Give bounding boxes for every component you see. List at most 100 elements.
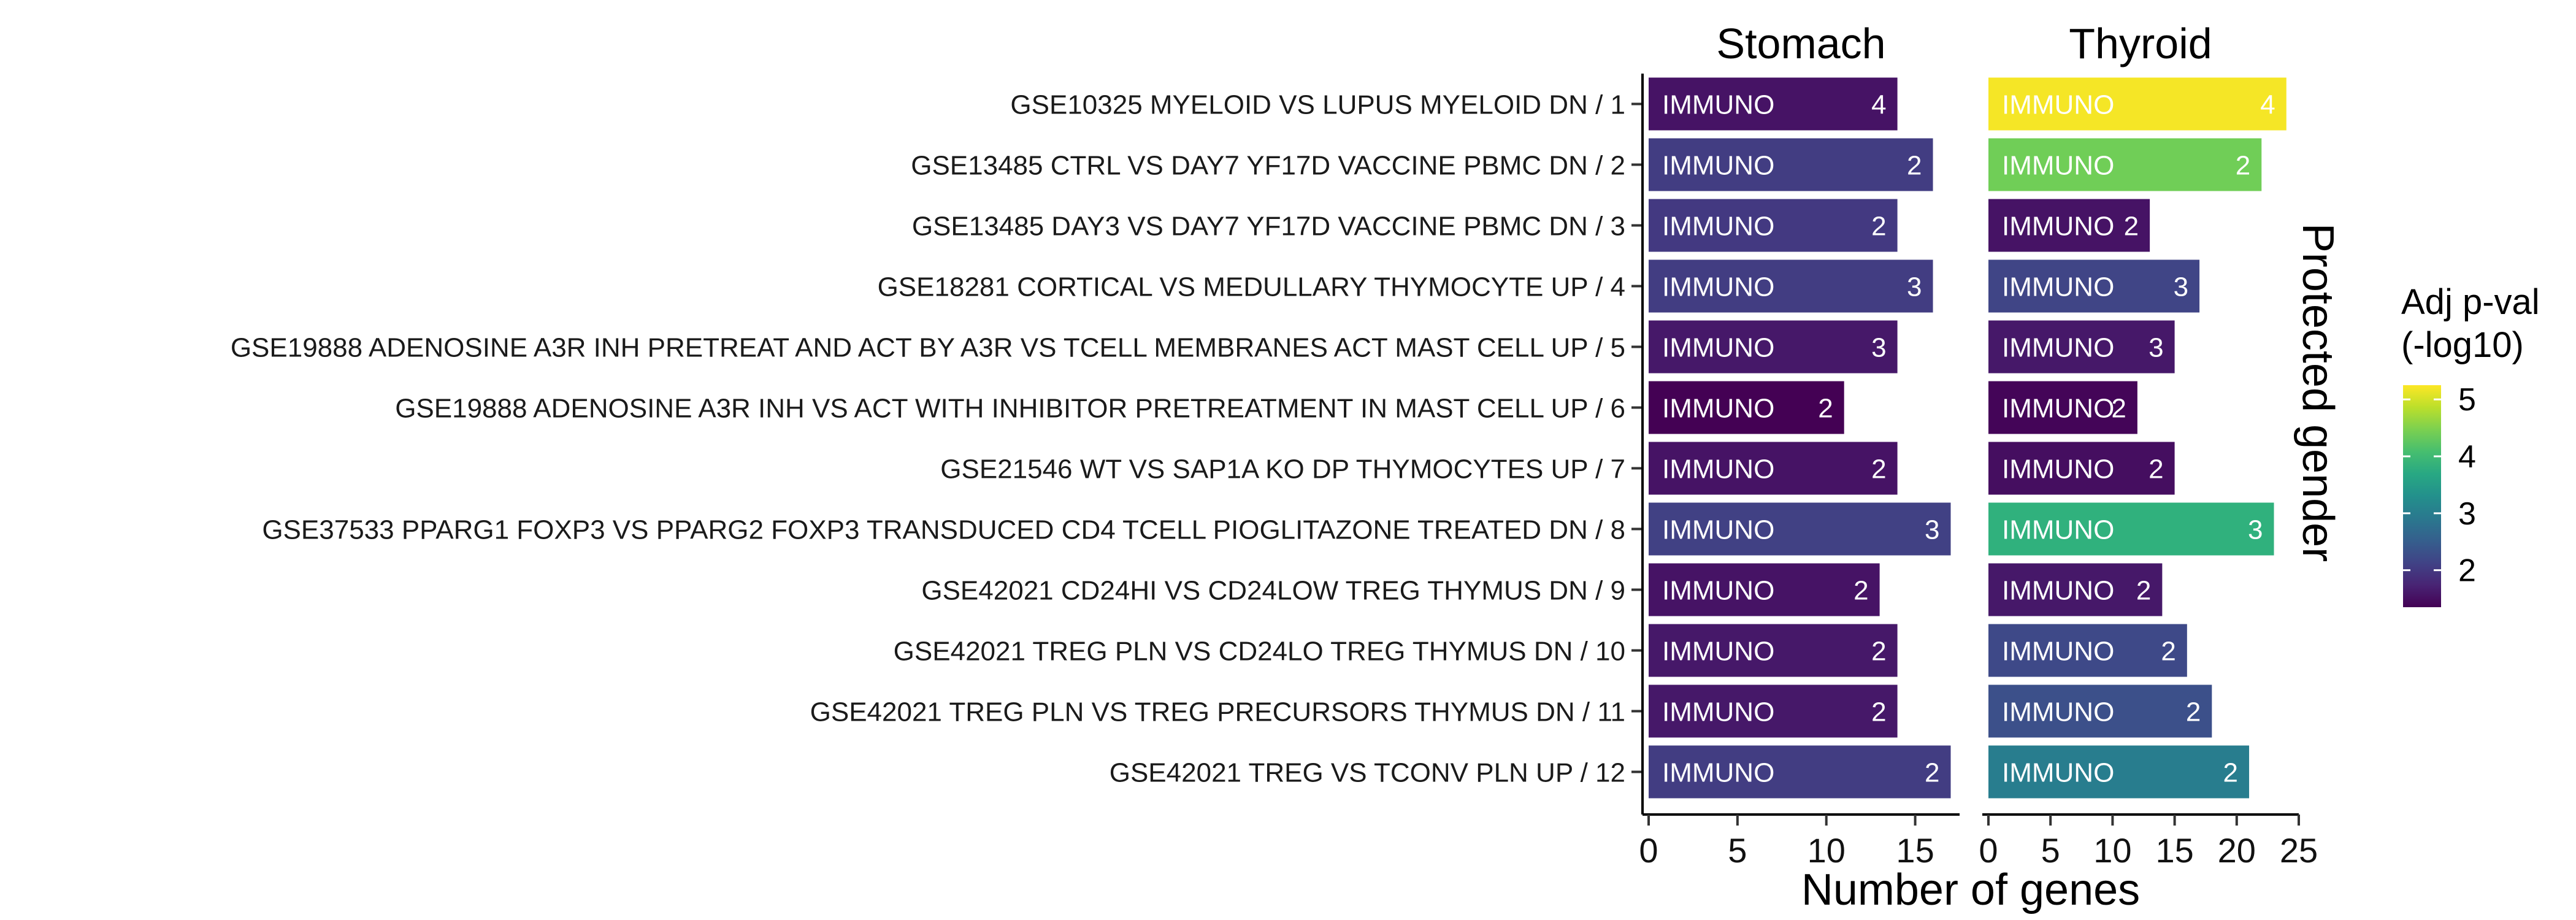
- bar-category-label: IMMUNO: [1662, 454, 1774, 485]
- bar: [1649, 745, 1951, 799]
- bar-value-label: 2: [1818, 394, 1833, 424]
- bar-category-label: IMMUNO: [1662, 637, 1774, 667]
- category-label: GSE42021 TREG PLN VS TREG PRECURSORS THY…: [810, 697, 1625, 727]
- x-tick-label: 10: [2093, 831, 2131, 870]
- bar-value-label: 2: [2186, 697, 2201, 727]
- bar-category-label: IMMUNO: [2002, 90, 2114, 120]
- bar-value-label: 2: [1871, 212, 1886, 242]
- bar-category-label: IMMUNO: [2002, 333, 2114, 363]
- bar-category-label: IMMUNO: [2002, 697, 2114, 727]
- x-tick-label: 5: [1728, 831, 1747, 870]
- bar-value-label: 2: [1925, 758, 1939, 788]
- bar: [1649, 259, 1933, 313]
- bar: [1988, 320, 2175, 374]
- category-label: GSE42021 TREG PLN VS CD24LO TREG THYMUS …: [894, 637, 1625, 667]
- bar-value-label: 2: [1853, 576, 1868, 606]
- x-tick-label: 15: [2155, 831, 2193, 870]
- category-label: GSE19888 ADENOSINE A3R INH PRETREAT AND …: [231, 333, 1625, 363]
- category-label: GSE21546 WT VS SAP1A KO DP THYMOCYTES UP…: [940, 454, 1625, 485]
- bar: [1649, 502, 1951, 556]
- legend-title: Adj p-val: [2401, 282, 2540, 322]
- bar: [1649, 77, 1898, 131]
- x-tick-label: 0: [1639, 831, 1658, 870]
- bar-value-label: 2: [1871, 697, 1886, 727]
- x-tick-label: 20: [2218, 831, 2256, 870]
- bar-value-label: 4: [2260, 90, 2275, 120]
- bar-category-label: IMMUNO: [2002, 212, 2114, 242]
- bar-value-label: 3: [1907, 272, 1922, 302]
- bar-category-label: IMMUNO: [1662, 333, 1774, 363]
- legend-title: (-log10): [2401, 325, 2524, 365]
- bar-category-label: IMMUNO: [2002, 394, 2114, 424]
- bar: [1649, 199, 1898, 252]
- bar: [1988, 563, 2163, 616]
- bar: [1988, 77, 2287, 131]
- x-axis-title: Number of genes: [1801, 865, 2140, 914]
- bar-category-label: IMMUNO: [2002, 576, 2114, 606]
- category-label: GSE13485 CTRL VS DAY7 YF17D VACCINE PBMC…: [911, 151, 1625, 181]
- bar-value-label: 2: [2149, 454, 2163, 485]
- bar-category-label: IMMUNO: [2002, 758, 2114, 788]
- category-label: GSE42021 TREG VS TCONV PLN UP / 12: [1110, 758, 1625, 788]
- bar-value-label: 3: [1871, 333, 1886, 363]
- panel-title-thyroid: Thyroid: [2069, 20, 2212, 67]
- bar-category-label: IMMUNO: [2002, 151, 2114, 181]
- bar-value-label: 3: [2248, 515, 2263, 545]
- category-label: GSE18281 CORTICAL VS MEDULLARY THYMOCYTE…: [878, 272, 1625, 302]
- x-tick-label: 5: [2041, 831, 2060, 870]
- bar: [1988, 502, 2274, 556]
- bar-category-label: IMMUNO: [1662, 272, 1774, 302]
- category-label: GSE37533 PPARG1 FOXP3 VS PPARG2 FOXP3 TR…: [262, 515, 1625, 545]
- bar-category-label: IMMUNO: [1662, 515, 1774, 545]
- x-tick-label: 25: [2280, 831, 2318, 870]
- bar: [1988, 442, 2175, 495]
- bar: [1649, 624, 1898, 677]
- bar-category-label: IMMUNO: [1662, 697, 1774, 727]
- bar-category-label: IMMUNO: [1662, 212, 1774, 242]
- bar: [1988, 259, 2200, 313]
- colorbar-tick-label: 2: [2458, 553, 2476, 589]
- category-label: GSE42021 CD24HI VS CD24LOW TREG THYMUS D…: [921, 576, 1625, 606]
- bar-category-label: IMMUNO: [1662, 394, 1774, 424]
- colorbar-tick-label: 4: [2458, 439, 2476, 475]
- bar: [1649, 381, 1844, 434]
- bar-category-label: IMMUNO: [2002, 637, 2114, 667]
- bar-category-label: IMMUNO: [1662, 758, 1774, 788]
- bar-value-label: 2: [1907, 151, 1922, 181]
- bar: [1988, 624, 2187, 677]
- colorbar-tick-label: 5: [2458, 382, 2476, 418]
- bar-category-label: IMMUNO: [1662, 576, 1774, 606]
- bar: [1988, 199, 2150, 252]
- bar-category-label: IMMUNO: [1662, 151, 1774, 181]
- bar: [1649, 138, 1933, 191]
- bar: [1988, 684, 2212, 738]
- bar: [1649, 684, 1898, 738]
- bar-value-label: 2: [2223, 758, 2238, 788]
- bar-value-label: 2: [2161, 637, 2175, 667]
- x-tick-label: 10: [1807, 831, 1846, 870]
- bar-category-label: IMMUNO: [2002, 454, 2114, 485]
- bar-value-label: 4: [1871, 90, 1886, 120]
- bar: [1649, 442, 1898, 495]
- bar-value-label: 3: [2149, 333, 2163, 363]
- bar-value-label: 2: [2111, 394, 2126, 424]
- bar: [1988, 745, 2250, 799]
- bar-value-label: 2: [2136, 576, 2151, 606]
- bar: [1649, 320, 1898, 374]
- x-tick-label: 0: [1979, 831, 1998, 870]
- bar-value-label: 3: [1925, 515, 1939, 545]
- bar: [1988, 138, 2262, 191]
- colorbar-tick-label: 3: [2458, 496, 2476, 532]
- bar-value-label: 2: [1871, 637, 1886, 667]
- category-label: GSE10325 MYELOID VS LUPUS MYELOID DN / 1: [1010, 90, 1625, 120]
- bar-value-label: 2: [2236, 151, 2250, 181]
- facet-title-right: Protected gender: [2293, 223, 2342, 562]
- category-label: GSE19888 ADENOSINE A3R INH VS ACT WITH I…: [395, 394, 1625, 424]
- bar: [1649, 563, 1880, 616]
- x-tick-label: 15: [1896, 831, 1934, 870]
- bar: [1988, 381, 2137, 434]
- bar-value-label: 2: [1871, 454, 1886, 485]
- bar-category-label: IMMUNO: [1662, 90, 1774, 120]
- colorbar: [2403, 385, 2441, 607]
